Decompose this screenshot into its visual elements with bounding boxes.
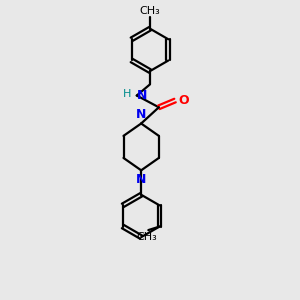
Text: O: O [178, 94, 189, 107]
Text: N: N [137, 89, 148, 102]
Text: CH₃: CH₃ [136, 232, 157, 242]
Text: CH₃: CH₃ [140, 6, 160, 16]
Text: H: H [123, 89, 131, 99]
Text: N: N [136, 173, 146, 186]
Text: N: N [136, 108, 146, 121]
